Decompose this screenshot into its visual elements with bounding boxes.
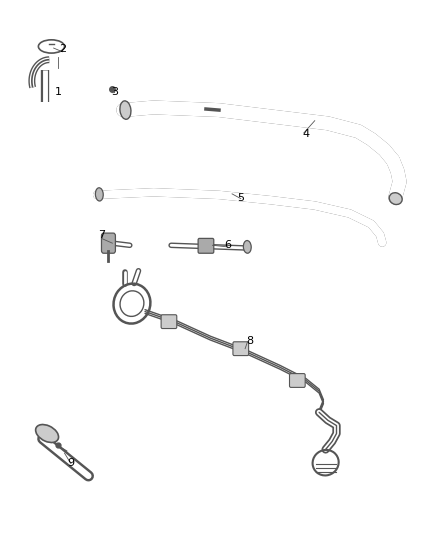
Text: 1: 1 bbox=[54, 86, 61, 96]
Text: 7: 7 bbox=[98, 230, 105, 240]
Ellipse shape bbox=[120, 101, 131, 119]
Text: 3: 3 bbox=[111, 86, 118, 96]
Text: 2: 2 bbox=[59, 44, 66, 54]
Text: 6: 6 bbox=[224, 240, 231, 251]
FancyBboxPatch shape bbox=[233, 342, 249, 356]
FancyBboxPatch shape bbox=[198, 238, 214, 253]
Text: 4: 4 bbox=[303, 129, 310, 139]
Text: 5: 5 bbox=[237, 192, 244, 203]
FancyBboxPatch shape bbox=[102, 233, 116, 253]
Text: 9: 9 bbox=[67, 458, 74, 467]
Ellipse shape bbox=[95, 188, 103, 201]
Text: 8: 8 bbox=[246, 336, 253, 346]
FancyBboxPatch shape bbox=[161, 315, 177, 328]
Ellipse shape bbox=[35, 425, 59, 442]
Ellipse shape bbox=[389, 193, 402, 205]
Ellipse shape bbox=[244, 240, 251, 253]
FancyBboxPatch shape bbox=[290, 374, 305, 387]
